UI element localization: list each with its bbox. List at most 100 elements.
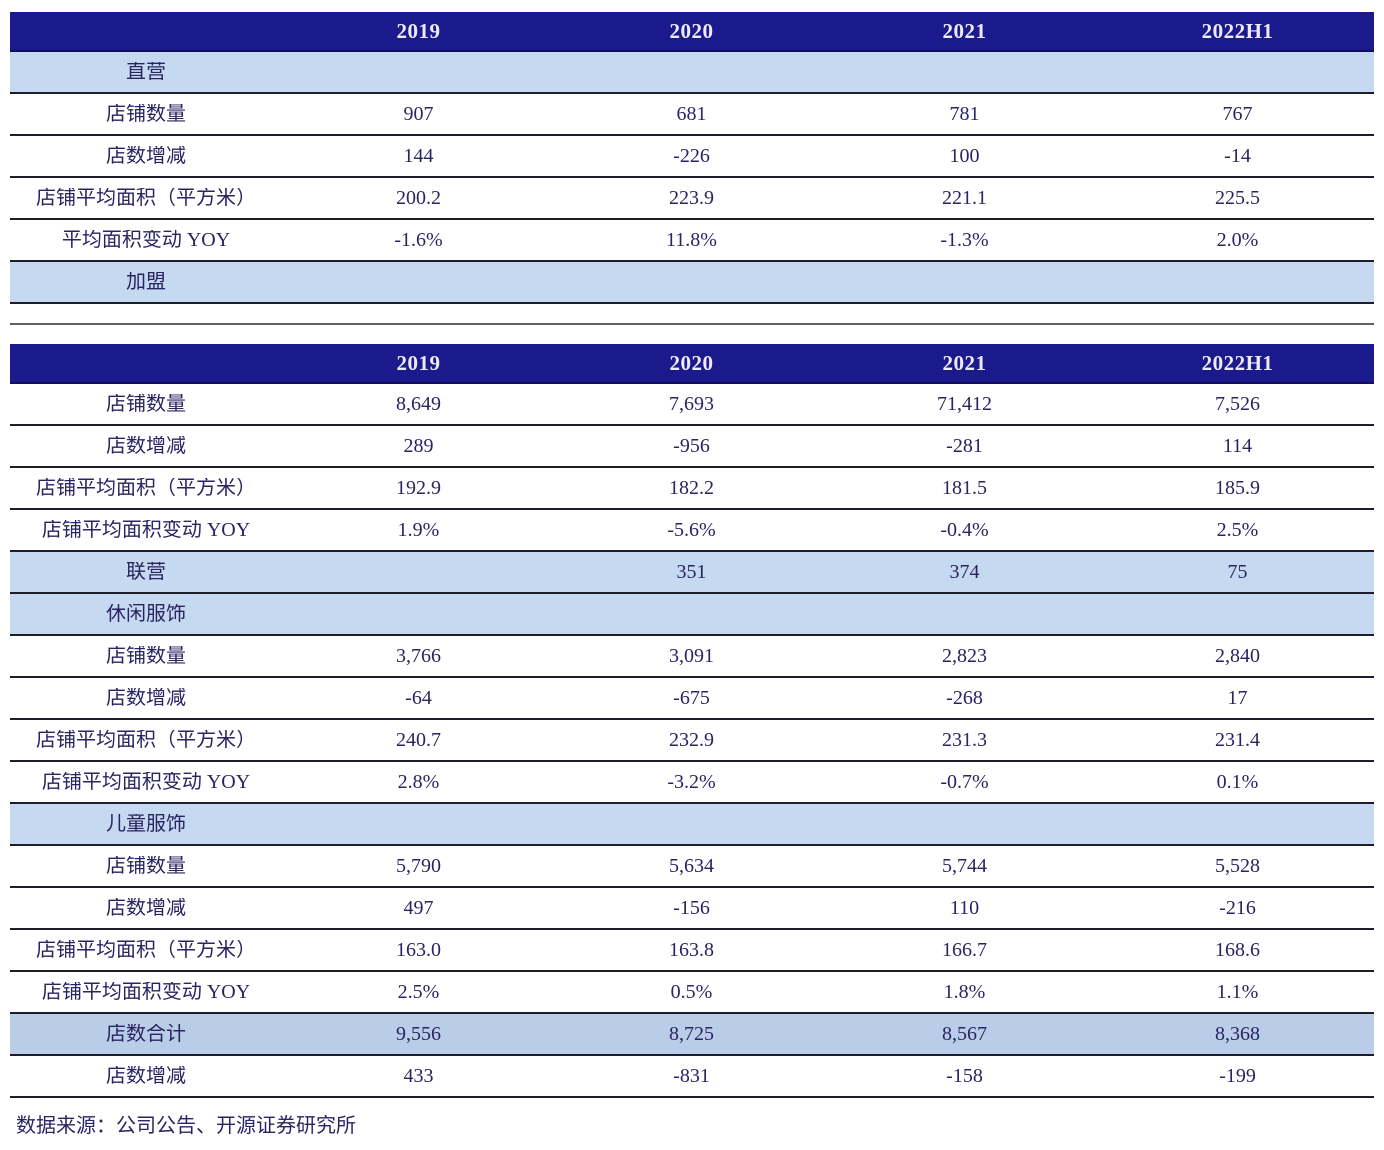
section-label: 联营 bbox=[126, 562, 166, 582]
table-row: 店铺平均面积（平方米） 192.9 182.2 181.5 185.9 bbox=[10, 468, 1374, 510]
cell-value: 166.7 bbox=[942, 940, 987, 960]
cell-value: -0.4% bbox=[940, 520, 989, 540]
cell-value: -268 bbox=[946, 688, 983, 708]
cell-value: -281 bbox=[946, 436, 983, 456]
table-row: 店铺平均面积（平方米） 240.7 232.9 231.3 231.4 bbox=[10, 720, 1374, 762]
cell-value: -1.3% bbox=[940, 230, 989, 250]
cell-value: 231.4 bbox=[1215, 730, 1260, 750]
cell-value: -1.6% bbox=[394, 230, 443, 250]
cell-value: 9,556 bbox=[396, 1024, 441, 1044]
cell-value: 71,412 bbox=[937, 394, 992, 414]
cell-value: 231.3 bbox=[942, 730, 987, 750]
cell-value: 17 bbox=[1227, 688, 1248, 708]
section-row-zhiying: 直营 bbox=[10, 52, 1374, 94]
cell-value: -5.6% bbox=[667, 520, 716, 540]
table-row: 店数增减 497 -156 110 -216 bbox=[10, 888, 1374, 930]
cell-value: 185.9 bbox=[1215, 478, 1260, 498]
section-row-jiameng: 加盟 bbox=[10, 262, 1374, 304]
cell-value: 3,091 bbox=[669, 646, 714, 666]
row-label: 店铺数量 bbox=[106, 856, 186, 876]
cell-value: 5,790 bbox=[396, 856, 441, 876]
table-row: 店铺数量 907 681 781 767 bbox=[10, 94, 1374, 136]
cell-value: 0.5% bbox=[670, 982, 713, 1002]
section-row-lianying: 联营 351 374 75 bbox=[10, 552, 1374, 594]
section-label: 直营 bbox=[126, 62, 166, 82]
cell-value: 163.0 bbox=[396, 940, 441, 960]
row-label: 店铺平均面积（平方米） bbox=[36, 478, 256, 498]
cell-value: 181.5 bbox=[942, 478, 987, 498]
cell-value: 907 bbox=[403, 104, 434, 124]
table-row: 店数增减 -64 -675 -268 17 bbox=[10, 678, 1374, 720]
cell-value: 1.1% bbox=[1216, 982, 1259, 1002]
section-row-xiuxianfushi: 休闲服饰 bbox=[10, 594, 1374, 636]
section-label: 休闲服饰 bbox=[106, 604, 186, 624]
year-header-2022h1: 2022H1 bbox=[1201, 20, 1274, 42]
year-header-2022h1: 2022H1 bbox=[1201, 352, 1274, 374]
cell-value: 2.0% bbox=[1216, 230, 1259, 250]
row-label: 店数增减 bbox=[106, 898, 186, 918]
cell-value: 767 bbox=[1222, 104, 1253, 124]
table-header-row: 2019 2020 2021 2022H1 bbox=[10, 12, 1374, 52]
cell-value: -3.2% bbox=[667, 772, 716, 792]
cell-value: 781 bbox=[949, 104, 980, 124]
table-header-row: 2019 2020 2021 2022H1 bbox=[10, 344, 1374, 384]
cell-value: 240.7 bbox=[396, 730, 441, 750]
table-row: 店数增减 289 -956 -281 114 bbox=[10, 426, 1374, 468]
source-note: 数据来源：公司公告、开源证券研究所 bbox=[16, 1115, 356, 1137]
table-row: 店铺平均面积变动 YOY 2.8% -3.2% -0.7% 0.1% bbox=[10, 762, 1374, 804]
row-label: 店铺数量 bbox=[106, 104, 186, 124]
cell-value: 163.8 bbox=[669, 940, 714, 960]
separator-line bbox=[10, 323, 1374, 325]
row-label: 店数增减 bbox=[106, 436, 186, 456]
cell-value: 2.5% bbox=[1216, 520, 1259, 540]
cell-value: 8,368 bbox=[1215, 1024, 1260, 1044]
total-label: 店数合计 bbox=[106, 1024, 186, 1044]
cell-value: 168.6 bbox=[1215, 940, 1260, 960]
row-label: 店铺平均面积（平方米） bbox=[36, 940, 256, 960]
cell-value: 374 bbox=[949, 562, 980, 582]
cell-value: 200.2 bbox=[396, 188, 441, 208]
row-label: 店数增减 bbox=[106, 146, 186, 166]
cell-value: 182.2 bbox=[669, 478, 714, 498]
cell-value: 433 bbox=[403, 1066, 434, 1086]
cell-value: 1.8% bbox=[943, 982, 986, 1002]
cell-value: 289 bbox=[403, 436, 434, 456]
cell-value: -14 bbox=[1224, 146, 1251, 166]
table-row: 店数增减 144 -226 100 -14 bbox=[10, 136, 1374, 178]
cell-value: -0.7% bbox=[940, 772, 989, 792]
cell-value: -156 bbox=[673, 898, 710, 918]
year-header-2021: 2021 bbox=[942, 352, 987, 374]
table-row: 店铺平均面积（平方米） 200.2 223.9 221.1 225.5 bbox=[10, 178, 1374, 220]
row-label: 平均面积变动 YOY bbox=[61, 230, 231, 250]
cell-value: 223.9 bbox=[669, 188, 714, 208]
cell-value: 192.9 bbox=[396, 478, 441, 498]
cell-value: -226 bbox=[673, 146, 710, 166]
cell-value: -956 bbox=[673, 436, 710, 456]
table-row: 平均面积变动 YOY -1.6% 11.8% -1.3% 2.0% bbox=[10, 220, 1374, 262]
cell-value: 75 bbox=[1227, 562, 1248, 582]
section-row-ertongfushi: 儿童服饰 bbox=[10, 804, 1374, 846]
cell-value: 5,634 bbox=[669, 856, 714, 876]
cell-value: 497 bbox=[403, 898, 434, 918]
table-row: 店铺平均面积（平方米） 163.0 163.8 166.7 168.6 bbox=[10, 930, 1374, 972]
cell-value: -675 bbox=[673, 688, 710, 708]
cell-value: 8,649 bbox=[396, 394, 441, 414]
year-header-2021: 2021 bbox=[942, 20, 987, 42]
cell-value: 110 bbox=[949, 898, 980, 918]
cell-value: 1.9% bbox=[397, 520, 440, 540]
row-label: 店数增减 bbox=[106, 1066, 186, 1086]
cell-value: -831 bbox=[673, 1066, 710, 1086]
table-row: 店铺平均面积变动 YOY 1.9% -5.6% -0.4% 2.5% bbox=[10, 510, 1374, 552]
year-header-2020: 2020 bbox=[669, 20, 714, 42]
row-label: 店铺平均面积（平方米） bbox=[36, 188, 256, 208]
row-label: 店铺数量 bbox=[106, 394, 186, 414]
cell-value: -64 bbox=[405, 688, 432, 708]
cell-value: 144 bbox=[403, 146, 434, 166]
table-separator bbox=[10, 304, 1374, 344]
row-label: 店铺平均面积（平方米） bbox=[36, 730, 256, 750]
table-row: 店铺数量 3,766 3,091 2,823 2,840 bbox=[10, 636, 1374, 678]
cell-value: 232.9 bbox=[669, 730, 714, 750]
store-data-table-top: 2019 2020 2021 2022H1 直营 店铺数量 907 681 78… bbox=[10, 12, 1374, 304]
cell-value: -158 bbox=[946, 1066, 983, 1086]
